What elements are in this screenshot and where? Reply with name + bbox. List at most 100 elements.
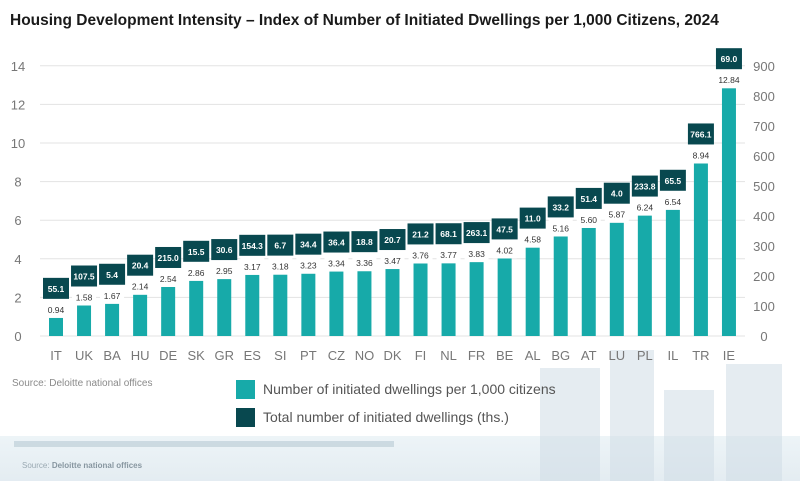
- data-label-per-capita: 2.86: [188, 268, 205, 278]
- bar-per-capita: [637, 215, 652, 336]
- data-label-per-capita: 8.94: [693, 150, 710, 160]
- badge-total: [323, 231, 350, 253]
- data-label-total: 36.4: [328, 238, 345, 248]
- x-tick-label: DK: [383, 348, 401, 363]
- y-right-tick-label: 500: [753, 179, 775, 194]
- x-tick-label: FR: [468, 348, 485, 363]
- data-label-total: 215.0: [158, 253, 180, 263]
- badge-total: [71, 265, 98, 287]
- badge-total: [687, 123, 714, 145]
- data-label-per-capita: 3.36: [356, 258, 373, 268]
- y-left-tick-label: 0: [14, 329, 21, 344]
- bar-per-capita: [665, 209, 680, 336]
- badge-total: [407, 223, 434, 245]
- bar-per-capita: [273, 274, 288, 336]
- value-label-box: [436, 246, 461, 264]
- background-legend-ghost: [14, 441, 394, 447]
- y-left-tick-label: 14: [11, 59, 25, 74]
- data-label-per-capita: 4.02: [496, 245, 513, 255]
- value-label-box: [268, 257, 293, 275]
- data-label-total: 33.2: [552, 202, 569, 212]
- data-label-per-capita: 2.95: [216, 266, 233, 276]
- x-tick-label: PL: [637, 348, 653, 363]
- badge-total: [715, 48, 742, 70]
- bar-per-capita: [329, 271, 344, 336]
- bar-per-capita: [609, 222, 624, 336]
- value-label-box: [156, 269, 181, 287]
- data-label-per-capita: 3.76: [412, 250, 429, 260]
- data-label-per-capita: 6.24: [637, 203, 654, 213]
- data-label-total: 107.5: [73, 272, 95, 282]
- data-label-per-capita: 3.23: [300, 261, 317, 271]
- badge-total: [155, 246, 182, 268]
- badge-total: [659, 169, 686, 191]
- x-tick-label: TR: [692, 348, 709, 363]
- value-label-box: [296, 256, 321, 274]
- y-left-tick-label: 12: [11, 97, 25, 112]
- legend-item-per-capita: Number of initiated dwellings per 1,000 …: [236, 378, 556, 400]
- background-building: [726, 364, 782, 481]
- legend-item-total: Total number of initiated dwellings (ths…: [236, 406, 556, 428]
- legend: Number of initiated dwellings per 1,000 …: [236, 378, 556, 434]
- value-label-box: [464, 245, 489, 263]
- bar-per-capita: [245, 274, 260, 336]
- bar-per-capita: [721, 88, 736, 336]
- value-label-box: [716, 71, 741, 89]
- bar-per-capita: [693, 163, 708, 336]
- data-label-per-capita: 5.87: [609, 210, 626, 220]
- data-label-per-capita: 1.67: [104, 291, 121, 301]
- data-label-total: 69.0: [721, 54, 738, 64]
- data-label-total: 5.4: [106, 270, 118, 280]
- badge-total: [519, 207, 546, 229]
- data-label-total: 20.7: [384, 235, 401, 245]
- x-tick-label: BE: [496, 348, 514, 363]
- badge-total: [295, 233, 322, 255]
- x-tick-label: BA: [103, 348, 121, 363]
- data-label-per-capita: 5.16: [552, 223, 569, 233]
- data-label-per-capita: 1.58: [76, 293, 93, 303]
- data-label-total: 4.0: [611, 189, 623, 199]
- y-left-tick-label: 10: [11, 136, 25, 151]
- value-label-box: [324, 254, 349, 272]
- x-tick-label: IL: [667, 348, 678, 363]
- data-label-per-capita: 4.58: [524, 235, 541, 245]
- value-label-box: [240, 257, 265, 275]
- data-label-per-capita: 3.77: [440, 250, 457, 260]
- bar-per-capita: [133, 294, 148, 336]
- value-label-box: [604, 205, 629, 223]
- data-label-per-capita: 3.18: [272, 262, 289, 272]
- bar-per-capita: [77, 305, 92, 336]
- data-label-per-capita: 5.60: [580, 215, 597, 225]
- badge-total: [575, 187, 602, 209]
- value-label-box: [184, 263, 209, 281]
- bar-per-capita: [469, 262, 484, 336]
- data-label-total: 55.1: [48, 284, 65, 294]
- background-building: [664, 390, 714, 481]
- y-right-tick-label: 300: [753, 239, 775, 254]
- badge-total: [547, 196, 574, 218]
- bar-per-capita: [553, 236, 568, 336]
- y-right-tick-label: 600: [753, 149, 775, 164]
- badge-total: [267, 234, 294, 256]
- data-label-total: 233.8: [634, 182, 656, 192]
- value-label-box: [212, 262, 237, 280]
- bar-per-capita: [217, 279, 232, 336]
- legend-swatch-total: [236, 407, 255, 427]
- data-label-total: 11.0: [525, 214, 541, 224]
- background-source-ghost: Source: Deloitte national offices: [22, 461, 143, 470]
- background-building: [540, 368, 600, 481]
- data-label-total: 263.1: [466, 228, 488, 238]
- badge-total: [603, 182, 630, 204]
- x-tick-label: DE: [159, 348, 177, 363]
- y-right-tick-label: 400: [753, 209, 775, 224]
- data-label-total: 47.5: [496, 224, 513, 234]
- data-label-total: 154.3: [242, 241, 264, 251]
- data-label-total: 51.4: [580, 194, 597, 204]
- data-label-total: 68.1: [440, 229, 457, 239]
- value-label-box: [548, 219, 573, 237]
- data-label-total: 15.5: [188, 247, 205, 257]
- value-label-box: [492, 241, 517, 259]
- value-label-box: [380, 252, 405, 270]
- legend-label-per-capita: Number of initiated dwellings per 1,000 …: [263, 381, 556, 397]
